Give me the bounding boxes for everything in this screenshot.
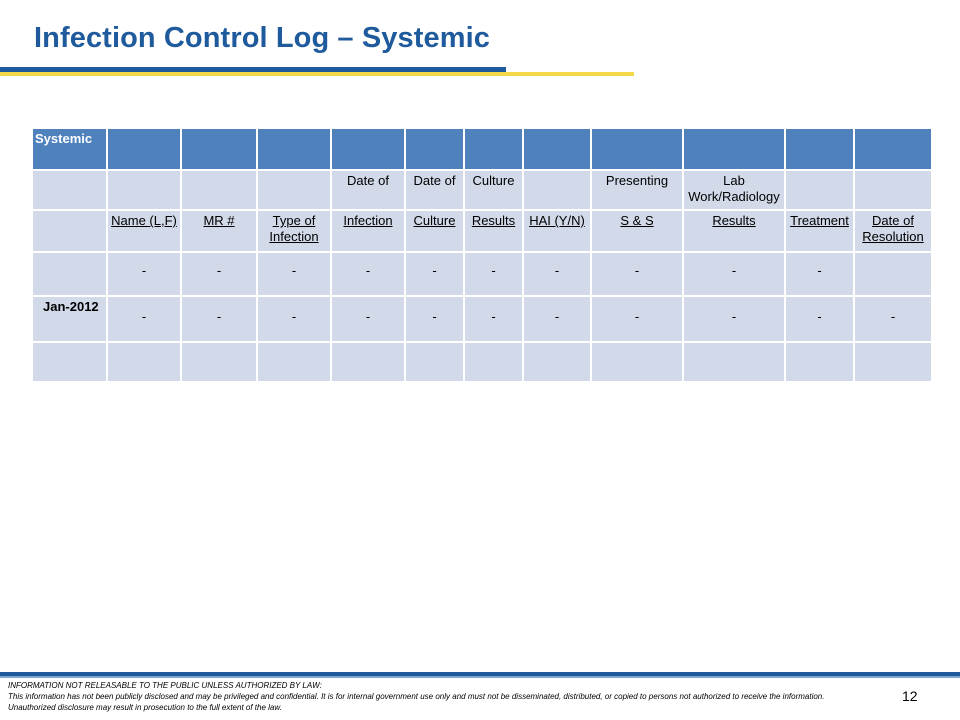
table-cell xyxy=(31,169,108,211)
table-cell xyxy=(256,127,332,171)
table-cell xyxy=(463,341,524,383)
table-cell: HAI (Y/N) xyxy=(522,209,592,253)
table-cell: - xyxy=(853,295,933,343)
table-cell: - xyxy=(784,295,855,343)
table-cell: Culture xyxy=(404,209,465,253)
table-cell xyxy=(784,169,855,211)
table-cell: Culture xyxy=(463,169,524,211)
table-cell: Results xyxy=(682,209,786,253)
table-cell: - xyxy=(463,251,524,297)
table-cell: - xyxy=(180,295,258,343)
table-row: Date of Date of Culture Presenting Lab W… xyxy=(31,169,933,211)
table-cell xyxy=(404,341,465,383)
table-cell: Treatment xyxy=(784,209,855,253)
table-row: Name (L,F) MR # Type of Infection Infect… xyxy=(31,209,933,253)
table-cell: Name (L,F) xyxy=(106,209,182,253)
table-cell: - xyxy=(180,251,258,297)
table-cell: - xyxy=(682,295,786,343)
table-cell xyxy=(590,341,684,383)
table-cell xyxy=(853,127,933,171)
infection-control-log-table: Systemic Date of Date of Culture Present… xyxy=(31,127,933,383)
table-cell: - xyxy=(463,295,524,343)
footer-rule-light xyxy=(0,676,960,678)
page-number: 12 xyxy=(902,688,918,704)
table-cell xyxy=(853,169,933,211)
table-cell xyxy=(180,127,258,171)
table-row: Jan-2012 - - - - - - - - - - - xyxy=(31,295,933,343)
table-cell xyxy=(180,341,258,383)
table-row xyxy=(31,341,933,383)
table-cell: Date of Resolution xyxy=(853,209,933,253)
table-cell xyxy=(256,341,332,383)
notice-body: This information has not been publicly d… xyxy=(8,692,825,712)
table-cell: Presenting xyxy=(590,169,684,211)
table-cell xyxy=(330,341,406,383)
table-cell: - xyxy=(330,295,406,343)
table-cell xyxy=(784,127,855,171)
table-cell xyxy=(180,169,258,211)
title-underline-yellow xyxy=(0,72,634,76)
confidentiality-notice: INFORMATION NOT RELEASABLE TO THE PUBLIC… xyxy=(8,680,868,713)
title-underline-blue xyxy=(0,67,506,72)
table-cell: - xyxy=(256,251,332,297)
table-cell: - xyxy=(404,251,465,297)
table-cell: - xyxy=(106,251,182,297)
table-cell: Date of xyxy=(330,169,406,211)
slide-title: Infection Control Log – Systemic xyxy=(34,22,490,54)
table-cell: - xyxy=(106,295,182,343)
table-row: - - - - - - - - - - xyxy=(31,251,933,297)
table-cell: - xyxy=(682,251,786,297)
table-header-row: Systemic xyxy=(31,127,933,171)
table-cell xyxy=(853,341,933,383)
table-cell: - xyxy=(256,295,332,343)
table-cell xyxy=(31,251,108,297)
table-cell xyxy=(784,341,855,383)
table-cell: Infection xyxy=(330,209,406,253)
table-cell: Systemic xyxy=(31,127,108,171)
table-cell xyxy=(682,127,786,171)
table-cell xyxy=(256,169,332,211)
table-cell: Lab Work/Radiology xyxy=(682,169,786,211)
table-cell: Results xyxy=(463,209,524,253)
table-cell xyxy=(522,169,592,211)
table-cell: MR # xyxy=(180,209,258,253)
notice-heading: INFORMATION NOT RELEASABLE TO THE PUBLIC… xyxy=(8,681,322,690)
row-label-cell: Jan-2012 xyxy=(31,295,108,343)
table-cell xyxy=(330,127,406,171)
table-cell xyxy=(106,127,182,171)
table-cell: S & S xyxy=(590,209,684,253)
table-cell: - xyxy=(330,251,406,297)
table-cell: - xyxy=(522,295,592,343)
table-cell xyxy=(404,127,465,171)
table-cell: - xyxy=(784,251,855,297)
table-cell xyxy=(463,127,524,171)
footer-rule xyxy=(0,672,960,676)
table-cell: Type of Infection xyxy=(256,209,332,253)
table-cell xyxy=(590,127,684,171)
table-cell: - xyxy=(522,251,592,297)
table-cell xyxy=(31,209,108,253)
table-cell: Date of xyxy=(404,169,465,211)
table-cell: - xyxy=(590,251,684,297)
table-cell: - xyxy=(590,295,684,343)
table-cell: - xyxy=(404,295,465,343)
table-cell xyxy=(682,341,786,383)
table-cell xyxy=(106,341,182,383)
table-cell xyxy=(106,169,182,211)
table-cell xyxy=(31,341,108,383)
table-cell xyxy=(853,251,933,297)
table-cell xyxy=(522,341,592,383)
table-cell xyxy=(522,127,592,171)
